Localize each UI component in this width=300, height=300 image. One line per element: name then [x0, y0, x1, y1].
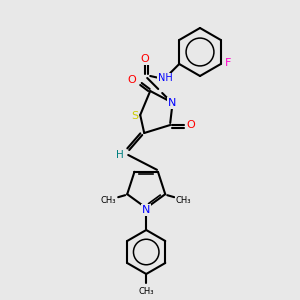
Text: CH₃: CH₃: [139, 286, 154, 296]
Text: S: S: [132, 111, 139, 121]
Text: F: F: [225, 58, 231, 68]
Text: O: O: [141, 54, 150, 64]
Text: CH₃: CH₃: [176, 196, 191, 205]
Text: H: H: [116, 150, 124, 160]
Text: O: O: [187, 120, 196, 130]
Text: N: N: [168, 98, 176, 108]
Text: CH₃: CH₃: [100, 196, 116, 205]
Text: O: O: [128, 75, 136, 85]
Text: NH: NH: [158, 73, 172, 83]
Text: N: N: [142, 205, 150, 215]
